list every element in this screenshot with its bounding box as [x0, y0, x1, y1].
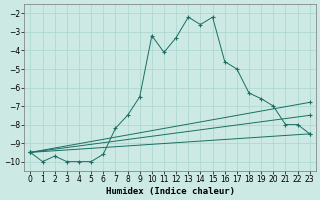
- X-axis label: Humidex (Indice chaleur): Humidex (Indice chaleur): [106, 187, 235, 196]
